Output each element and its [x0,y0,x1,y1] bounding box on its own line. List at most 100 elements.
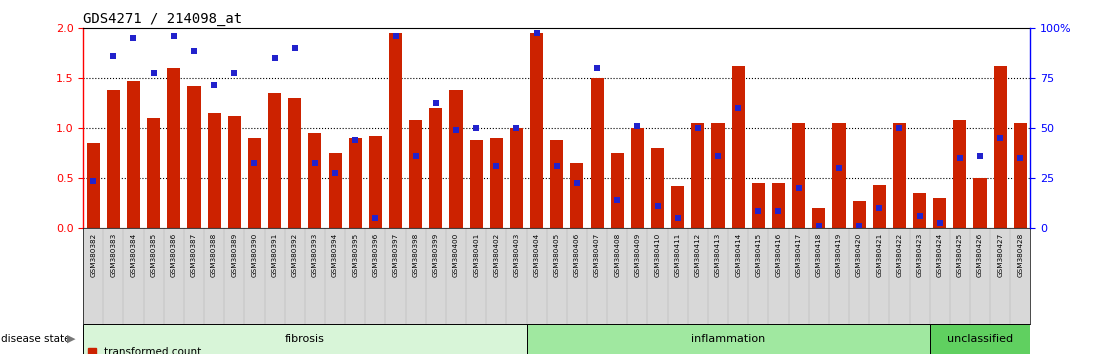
Bar [652,148,664,228]
Text: GSM380413: GSM380413 [715,233,721,278]
Text: GSM380403: GSM380403 [513,233,520,278]
Text: GSM380428: GSM380428 [1017,233,1024,278]
Bar [671,186,685,228]
Bar [86,143,100,228]
Point [84,178,102,184]
Point [669,216,687,221]
Text: GSM380396: GSM380396 [372,233,378,278]
Text: GSM380399: GSM380399 [433,233,439,278]
Text: GSM380388: GSM380388 [212,233,217,278]
Bar [1014,123,1027,228]
Bar [630,128,644,228]
Text: GSM380405: GSM380405 [554,233,560,278]
Point [205,82,223,88]
Point [830,165,848,171]
Point [286,45,304,51]
Bar [389,33,402,228]
Bar [127,81,140,228]
Point [165,34,183,39]
Point [790,185,808,191]
Point [266,56,284,61]
Point [246,160,264,166]
Text: GSM380411: GSM380411 [675,233,680,278]
Text: GSM380424: GSM380424 [936,233,943,278]
Point [810,223,828,229]
Text: GSM380390: GSM380390 [252,233,257,278]
Point [931,221,948,226]
Point [527,30,545,36]
Bar [349,138,361,228]
Text: GSM380410: GSM380410 [655,233,660,278]
Text: GSM380406: GSM380406 [574,233,579,278]
Bar [571,163,584,228]
Point [608,198,626,203]
Text: GSM380417: GSM380417 [796,233,802,278]
Point [972,154,989,159]
Bar [792,123,806,228]
Text: GSM380383: GSM380383 [111,233,116,278]
Bar [429,108,442,228]
Point [588,65,606,71]
Text: GSM380389: GSM380389 [232,233,237,278]
Text: GSM380401: GSM380401 [473,233,479,278]
Text: GSM380422: GSM380422 [896,233,902,278]
Text: GSM380423: GSM380423 [916,233,923,278]
Legend: transformed count, percentile rank within the sample: transformed count, percentile rank withi… [89,347,280,354]
Bar [450,90,462,228]
Bar [551,140,563,228]
Text: GSM380426: GSM380426 [977,233,983,278]
Text: GSM380404: GSM380404 [534,233,540,278]
Text: GSM380395: GSM380395 [352,233,358,278]
Text: GSM380416: GSM380416 [776,233,781,278]
Bar [812,208,825,228]
Bar [490,138,503,228]
Text: GSM380398: GSM380398 [412,233,419,278]
Bar [893,123,906,228]
Point [871,205,889,211]
Text: GSM380386: GSM380386 [171,233,177,278]
Text: GSM380421: GSM380421 [876,233,882,278]
Bar [611,153,624,228]
Point [326,171,343,176]
Point [547,164,565,169]
Point [104,53,122,59]
Text: GSM380402: GSM380402 [493,233,500,278]
Point [407,154,424,159]
Point [992,136,1009,141]
Bar [369,136,382,228]
Point [367,216,384,221]
Text: GSM380420: GSM380420 [856,233,862,278]
Text: GSM380384: GSM380384 [131,233,136,278]
Text: GSM380394: GSM380394 [332,233,338,278]
Point [448,127,465,133]
Point [225,70,243,76]
Bar [470,140,483,228]
Text: GSM380391: GSM380391 [271,233,278,278]
Bar [288,98,301,228]
Point [729,105,747,111]
Bar [409,120,422,228]
Point [468,125,485,131]
Point [387,34,404,39]
Text: GSM380382: GSM380382 [90,233,96,278]
Bar [953,120,966,228]
Bar [526,324,930,354]
Text: GSM380419: GSM380419 [835,233,842,278]
Text: GSM380414: GSM380414 [736,233,741,278]
Text: GDS4271 / 214098_at: GDS4271 / 214098_at [83,12,243,26]
Point [749,209,767,214]
Text: GSM380387: GSM380387 [191,233,197,278]
Text: GSM380425: GSM380425 [957,233,963,278]
Point [1012,155,1029,161]
Point [891,125,909,131]
Bar [994,66,1007,228]
Bar [248,138,261,228]
Text: GSM380397: GSM380397 [392,233,399,278]
Point [306,160,324,166]
Bar [207,113,220,228]
Text: GSM380412: GSM380412 [695,233,701,278]
Bar [591,78,604,228]
Point [709,154,727,159]
Bar [930,324,1030,354]
Text: GSM380418: GSM380418 [815,233,822,278]
